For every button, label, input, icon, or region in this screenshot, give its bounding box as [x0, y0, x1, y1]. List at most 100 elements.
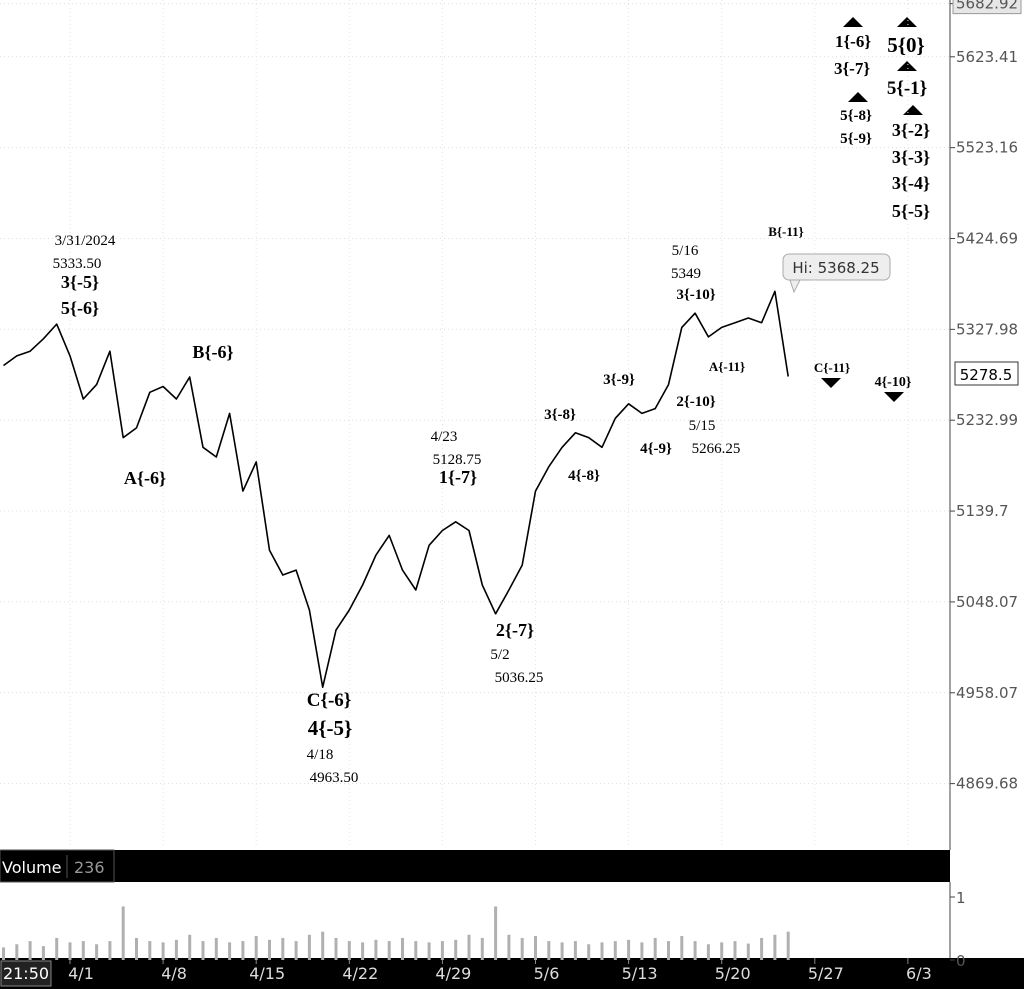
wave-label: 3{-8}	[544, 407, 576, 423]
wave-label: 5128.75	[433, 452, 482, 468]
volume-bar	[268, 939, 271, 960]
wave-label: 4{-9}	[640, 441, 672, 457]
volume-bar	[786, 931, 790, 960]
high-bubble-tail	[789, 279, 801, 294]
volume-bar	[613, 941, 617, 960]
volume-bar	[95, 944, 99, 960]
volume-bar	[374, 939, 378, 960]
volume-bar	[440, 941, 444, 960]
wave-label: 5266.25	[692, 441, 741, 457]
y-tick-label: 4869.68	[956, 775, 1018, 793]
wave-label: 1{-7}	[439, 467, 477, 487]
volume-bar	[560, 942, 564, 960]
up-marker	[897, 61, 917, 71]
wave-label: 5{0}	[887, 33, 925, 57]
volume-bar	[2, 947, 5, 960]
wave-label: 5{-1}	[887, 78, 927, 99]
wave-label: 3{-5}	[61, 272, 99, 292]
volume-bar	[188, 934, 192, 960]
volume-bar	[680, 936, 684, 960]
volume-bar	[214, 937, 218, 960]
volume-header	[0, 850, 950, 882]
x-tick-label: 5/6	[534, 964, 560, 983]
up-marker	[848, 92, 868, 102]
top-tick-box	[952, 0, 1022, 15]
volume-label-box	[0, 849, 115, 883]
wave-label: C{-6}	[307, 690, 352, 711]
price-line	[3, 290, 789, 688]
volume-bar	[494, 906, 498, 960]
x-tick-label: 5/13	[622, 964, 658, 983]
wave-label: 5/15	[689, 418, 716, 434]
volume-bar	[241, 941, 245, 960]
wave-label: 5{-8}	[840, 108, 872, 124]
volume-bar	[454, 939, 458, 960]
x-tick-label: 4/8	[161, 964, 187, 983]
volume-bar	[746, 943, 750, 960]
y-tick-label: 5623.41	[956, 48, 1018, 66]
wave-label: 3{-9}	[603, 372, 635, 388]
volume-bar	[15, 944, 19, 960]
volume-bar	[760, 937, 764, 960]
volume-bar	[161, 942, 165, 960]
time-label: 21:50	[3, 964, 49, 983]
volume-bar	[55, 937, 59, 960]
wave-label: 5{-9}	[840, 131, 872, 147]
volume-bar	[534, 936, 537, 960]
volume-bar	[547, 941, 551, 960]
volume-bar	[254, 936, 258, 960]
volume-bar	[347, 941, 351, 960]
x-tick-label: 4/29	[435, 964, 471, 983]
volume-bar	[693, 941, 697, 960]
wave-label: 5/2	[490, 647, 509, 663]
volume-bar	[81, 941, 85, 960]
volume-bar	[334, 937, 338, 960]
volume-bar	[307, 934, 311, 960]
x-tick-label: 4/15	[249, 964, 285, 983]
y-tick-label: 5048.07	[956, 593, 1018, 611]
volume-bar	[640, 942, 644, 960]
wave-label: 5{-6}	[61, 298, 99, 318]
wave-label: B{-11}	[768, 224, 804, 239]
volume-bar	[600, 942, 604, 960]
volume-bar	[401, 937, 404, 960]
volume-bar	[135, 937, 138, 960]
volume-bar	[573, 941, 577, 960]
wave-markers	[821, 17, 923, 402]
volume-bar	[228, 942, 232, 960]
volume-bar	[773, 934, 777, 960]
volume-bar	[480, 937, 484, 960]
y-tick-label: 4958.07	[956, 684, 1018, 702]
up-marker	[897, 17, 917, 27]
wave-label: 3{-3}	[892, 147, 930, 167]
volume-bar	[41, 946, 45, 960]
volume-bar	[281, 937, 285, 960]
volume-bar	[414, 941, 418, 960]
wave-label: 3{-10}	[676, 287, 715, 303]
volume-bar	[294, 941, 298, 960]
last-price: 5278.5	[960, 366, 1013, 384]
wave-label: 2{-7}	[496, 620, 534, 640]
wave-label: 5333.50	[53, 256, 102, 272]
down-marker	[884, 392, 904, 402]
volume-bar	[174, 939, 178, 960]
volume-bar	[507, 934, 511, 960]
time-box	[0, 960, 52, 987]
volume-bar	[520, 937, 524, 960]
volume-title: Volume	[2, 858, 62, 877]
wave-label: 4963.50	[310, 770, 359, 786]
wave-label: 4{-5}	[308, 716, 353, 740]
volume-bar	[321, 931, 325, 960]
volume-bar	[667, 941, 670, 960]
volume-bar	[108, 941, 112, 960]
wave-label: 1{-6}	[835, 32, 871, 51]
wave-label: C{-11}	[814, 360, 850, 375]
volume-tick-label: 0	[956, 952, 966, 970]
wave-label: 5036.25	[495, 670, 544, 686]
y-tick-label: 5327.98	[956, 320, 1018, 338]
wave-label: 3{-7}	[834, 59, 870, 78]
wave-label: 4/23	[431, 429, 458, 445]
x-tick-label: 5/27	[808, 964, 844, 983]
